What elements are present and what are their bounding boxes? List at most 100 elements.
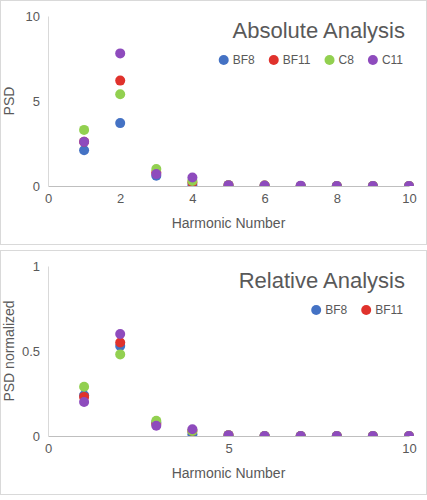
point xyxy=(404,431,414,436)
point xyxy=(296,431,306,436)
series xyxy=(79,76,414,186)
x-axis-line xyxy=(49,436,410,437)
point xyxy=(296,181,306,186)
series xyxy=(79,338,414,437)
series xyxy=(79,329,414,436)
point xyxy=(368,431,378,436)
legend-marker xyxy=(311,305,321,315)
x-axis: 0 5 10 xyxy=(45,436,417,456)
point xyxy=(404,181,414,186)
x-axis-title: Harmonic Number xyxy=(172,465,286,481)
point xyxy=(187,173,197,183)
point xyxy=(151,169,161,179)
point xyxy=(332,431,342,436)
point xyxy=(224,431,234,436)
series xyxy=(79,89,414,186)
x-tick-label: 10 xyxy=(402,441,416,456)
point xyxy=(296,431,306,436)
x-tick-label: 5 xyxy=(225,441,232,456)
point xyxy=(115,89,125,99)
y-tick: 1 xyxy=(33,259,48,274)
x-tick: 6 xyxy=(261,186,268,206)
y-axis-line xyxy=(48,267,49,437)
legend-marker xyxy=(361,305,371,315)
point xyxy=(296,431,306,436)
point xyxy=(404,431,414,436)
point xyxy=(224,430,234,436)
point xyxy=(224,180,234,186)
legend-label: BF11 xyxy=(283,53,311,67)
point xyxy=(368,181,378,186)
legend: BF11BF8 xyxy=(311,303,403,317)
y-tick-label: 0 xyxy=(33,429,40,444)
figure: 02468100510Absolute AnalysisC11C8BF11BF8… xyxy=(0,0,427,500)
series xyxy=(79,118,414,186)
point xyxy=(115,329,125,339)
y-tick-label: 0 xyxy=(33,179,40,194)
y-tick-label: 10 xyxy=(26,9,40,24)
x-axis-line xyxy=(49,186,410,187)
y-axis: 0 5 10 xyxy=(26,9,49,194)
y-tick: 5 xyxy=(33,94,48,109)
point xyxy=(332,431,342,436)
y-axis-title: PSD xyxy=(1,87,17,116)
point xyxy=(224,180,234,186)
chart-title: Relative Analysis xyxy=(239,268,405,293)
point xyxy=(332,181,342,186)
point xyxy=(115,48,125,58)
point xyxy=(296,431,306,436)
point xyxy=(404,431,414,436)
y-tick-label: 1 xyxy=(33,259,40,274)
series xyxy=(79,341,414,436)
x-tick: 10 xyxy=(402,436,416,456)
y-tick: 0.5 xyxy=(22,344,48,359)
legend-marker xyxy=(219,55,229,65)
point xyxy=(404,181,414,186)
marks xyxy=(79,329,414,436)
series xyxy=(79,349,414,436)
point xyxy=(332,181,342,186)
chart-border xyxy=(1,251,427,495)
legend-label: C8 xyxy=(339,53,355,67)
legend-marker xyxy=(325,55,335,65)
x-tick: 0 xyxy=(45,436,52,456)
point xyxy=(260,181,270,186)
legend-marker xyxy=(368,55,378,65)
y-axis: 00.51 xyxy=(22,259,49,444)
x-tick-label: 8 xyxy=(334,191,341,206)
point xyxy=(404,181,414,186)
point xyxy=(79,125,89,135)
point xyxy=(115,118,125,128)
x-tick-label: 0 xyxy=(45,191,52,206)
x-tick-label: 2 xyxy=(117,191,124,206)
point xyxy=(368,181,378,186)
point xyxy=(404,431,414,436)
x-tick-label: 6 xyxy=(261,191,268,206)
y-axis-line xyxy=(48,17,49,187)
y-tick: 10 xyxy=(26,9,48,24)
chart-panel: 051000.51Relative AnalysisBF11BF8Harmoni… xyxy=(1,251,427,495)
legend-label: BF11 xyxy=(375,303,403,317)
legend: C11 C8 BF11 BF8 xyxy=(219,53,404,67)
point xyxy=(368,431,378,436)
plot-area: 02468100510 xyxy=(26,9,417,207)
point xyxy=(404,181,414,186)
legend-label: C11 xyxy=(382,53,403,67)
marks xyxy=(79,48,414,186)
point xyxy=(332,181,342,186)
point xyxy=(332,431,342,436)
point xyxy=(79,382,89,392)
point xyxy=(224,180,234,186)
legend-label: BF8 xyxy=(233,53,255,67)
chart-title: Absolute Analysis xyxy=(233,18,405,43)
point xyxy=(224,430,234,436)
point xyxy=(224,181,234,186)
point xyxy=(115,349,125,359)
chart-panel: 02468100510Absolute AnalysisC11C8BF11BF8… xyxy=(1,1,427,245)
point xyxy=(260,431,270,436)
point xyxy=(151,421,161,431)
chart-border xyxy=(1,1,427,245)
point xyxy=(260,180,270,186)
point xyxy=(260,180,270,186)
point xyxy=(296,181,306,186)
